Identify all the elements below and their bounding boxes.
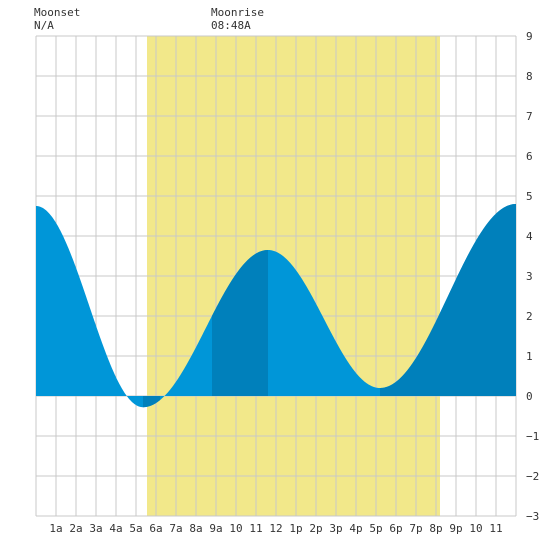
x-tick-label: 2a <box>69 522 82 535</box>
x-tick-label: 11 <box>489 522 502 535</box>
x-tick-label: 2p <box>309 522 322 535</box>
x-tick-label: 3p <box>329 522 342 535</box>
y-tick-label: 2 <box>526 310 533 323</box>
y-tick-label: 5 <box>526 190 533 203</box>
y-tick-label: 0 <box>526 390 533 403</box>
moonset-label: Moonset <box>34 6 81 19</box>
x-tick-label: 7p <box>409 522 422 535</box>
x-tick-label: 5p <box>369 522 382 535</box>
tide-area-dark <box>212 250 268 396</box>
moonset-value: N/A <box>34 19 54 32</box>
x-tick-label: 4p <box>349 522 362 535</box>
tide-area-dark <box>380 204 516 396</box>
y-tick-label: 6 <box>526 150 533 163</box>
x-tick-label: 12 <box>269 522 282 535</box>
x-tick-label: 10 <box>229 522 242 535</box>
x-tick-label: 7a <box>169 522 182 535</box>
x-tick-label: 6p <box>389 522 402 535</box>
tide-area-dark <box>143 396 160 408</box>
x-tick-label: 8a <box>189 522 202 535</box>
y-tick-label: 8 <box>526 70 533 83</box>
y-tick-label: 1 <box>526 350 533 363</box>
y-tick-label: 9 <box>526 30 533 43</box>
x-tick-label: 6a <box>149 522 162 535</box>
x-tick-label: 1p <box>289 522 302 535</box>
x-tick-label: 4a <box>109 522 122 535</box>
x-tick-label: 9a <box>209 522 222 535</box>
y-tick-label: 4 <box>526 230 533 243</box>
moonrise-value: 08:48A <box>211 19 251 32</box>
x-tick-label: 1a <box>49 522 62 535</box>
x-tick-label: 8p <box>429 522 442 535</box>
x-tick-label: 9p <box>449 522 462 535</box>
y-tick-label: 7 <box>526 110 533 123</box>
y-tick-label: 3 <box>526 270 533 283</box>
y-tick-label: −3 <box>526 510 539 523</box>
moonrise-label: Moonrise <box>211 6 264 19</box>
x-tick-label: 10 <box>469 522 482 535</box>
y-tick-label: −1 <box>526 430 539 443</box>
x-tick-label: 11 <box>249 522 262 535</box>
y-tick-label: −2 <box>526 470 539 483</box>
x-tick-label: 5a <box>129 522 142 535</box>
tide-area <box>36 204 516 408</box>
x-tick-label: 3a <box>89 522 102 535</box>
